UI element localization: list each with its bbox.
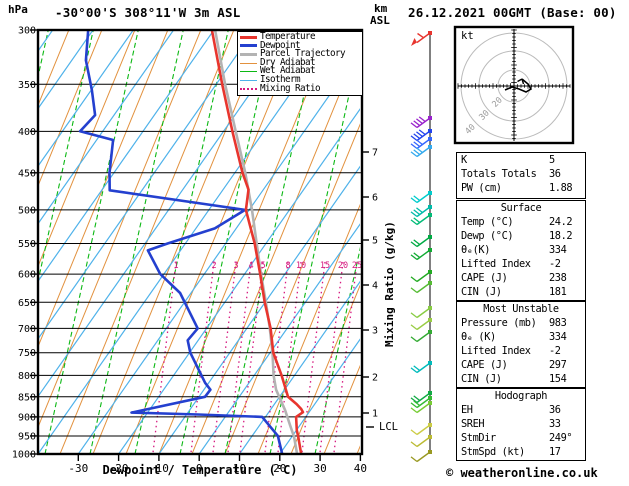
dry-adiabat-line-swatch <box>240 62 257 64</box>
svg-text:8: 8 <box>285 261 290 271</box>
svg-text:40: 40 <box>354 462 367 475</box>
svg-text:450: 450 <box>18 168 36 179</box>
svg-text:5: 5 <box>260 261 265 271</box>
svg-text:4: 4 <box>372 281 378 292</box>
table-row: Temp (°C) 24.2 <box>461 216 573 228</box>
svg-text:-30: -30 <box>68 462 88 475</box>
mixing-ratio-line-swatch <box>240 87 257 90</box>
table-row: θₑ (K) 334 <box>461 331 567 343</box>
svg-text:0: 0 <box>196 462 203 475</box>
svg-text:700: 700 <box>18 324 36 335</box>
hodograph-table: Hodograph EH 36 SREH 33 StmDir 249° StmSpd … <box>456 388 586 461</box>
table-title: Surface <box>500 202 542 214</box>
svg-text:30: 30 <box>313 462 326 475</box>
chart-title: -30°00'S 308°11'W 3m ASL <box>55 5 241 20</box>
legend-item: Parcel Trajectory <box>238 49 362 59</box>
table-row: StmSpd (kt) 17 <box>461 446 561 458</box>
lcl-label: LCL <box>379 421 398 433</box>
svg-text:7: 7 <box>372 148 378 159</box>
table-row: PW (cm) 1.88 <box>461 182 573 194</box>
table-row: CIN (J) 181 <box>461 286 567 298</box>
svg-text:3: 3 <box>233 261 238 271</box>
table-row: Lifted Index -2 <box>461 258 561 270</box>
isotherm-line-swatch <box>240 79 257 81</box>
svg-text:650: 650 <box>18 298 36 309</box>
legend-item: Temperature <box>238 32 362 42</box>
dewpoint-line-swatch <box>240 44 257 48</box>
svg-text:800: 800 <box>18 371 36 382</box>
svg-text:20: 20 <box>273 462 286 475</box>
svg-text:-20: -20 <box>109 462 129 475</box>
table-title: Most Unstable <box>483 303 559 315</box>
svg-text:2: 2 <box>211 261 216 271</box>
table-row: CAPE (J) 238 <box>461 272 567 284</box>
parcel-line-swatch <box>240 52 257 56</box>
hodograph-unit-label: kt <box>461 30 474 42</box>
mixing-ratio-axis-label: Mixing Ratio (g/kg) <box>383 221 396 347</box>
svg-text:300: 300 <box>18 26 36 37</box>
legend-item: Dewpoint <box>238 41 362 51</box>
table-row: Lifted Index -2 <box>461 345 561 357</box>
svg-text:15: 15 <box>320 261 330 271</box>
surface-table: Surface Temp (°C) 24.2 Dewp (°C) 18.2 θₑ(K… <box>456 200 586 301</box>
km-axis-label: km <box>374 2 388 15</box>
svg-text:950: 950 <box>18 431 36 442</box>
svg-text:6: 6 <box>372 193 378 204</box>
svg-text:5: 5 <box>372 236 378 247</box>
svg-text:600: 600 <box>18 270 36 281</box>
svg-text:1: 1 <box>173 261 178 271</box>
temperature-line-swatch <box>240 35 257 39</box>
table-row: CIN (J) 154 <box>461 373 567 385</box>
table-row: CAPE (J) 297 <box>461 359 567 371</box>
table-title: Hodograph <box>494 390 548 402</box>
svg-text:850: 850 <box>18 392 36 403</box>
svg-text:2: 2 <box>372 373 378 384</box>
svg-text:750: 750 <box>18 348 36 359</box>
svg-text:25: 25 <box>352 261 362 271</box>
wet-adiabat-line-swatch <box>240 71 257 73</box>
legend-item: Wet Adiabat <box>238 66 362 76</box>
svg-text:550: 550 <box>18 239 36 250</box>
svg-text:3: 3 <box>372 326 378 337</box>
svg-text:-10: -10 <box>149 462 169 475</box>
legend-box: Temperature Dewpoint Parcel Trajectory D… <box>237 31 363 96</box>
svg-text:900: 900 <box>18 412 36 423</box>
x-axis-label: Dewpoint / Temperature (°C) <box>102 463 298 477</box>
svg-text:350: 350 <box>18 80 36 91</box>
svg-text:20: 20 <box>338 261 348 271</box>
datetime-header: 26.12.2021 00GMT (Base: 00) <box>408 5 617 20</box>
table-row: SREH 33 <box>461 418 561 430</box>
table-row: StmDir 249° <box>461 432 573 444</box>
table-row: EH 36 <box>461 404 561 416</box>
svg-text:4: 4 <box>248 261 253 271</box>
table-row: Dewp (°C) 18.2 <box>461 230 573 242</box>
svg-text:400: 400 <box>18 127 36 138</box>
svg-text:1: 1 <box>372 409 378 420</box>
table-row: Pressure (mb) 983 <box>461 317 567 329</box>
legend-item: Dry Adiabat <box>238 58 362 68</box>
svg-text:500: 500 <box>18 205 36 216</box>
legend-item: Isotherm <box>238 75 362 85</box>
asl-axis-label: ASL <box>370 14 390 27</box>
svg-text:10: 10 <box>296 261 306 271</box>
credit-footer: © weatheronline.co.uk <box>446 466 598 480</box>
pressure-unit-label: hPa <box>8 3 28 16</box>
svg-text:1000: 1000 <box>12 450 36 461</box>
svg-text:10: 10 <box>233 462 246 475</box>
legend-item: Mixing Ratio <box>238 84 362 94</box>
table-row: θₑ(K) 334 <box>461 244 567 256</box>
most-unstable-table: Most Unstable Pressure (mb) 983 θₑ (K) 334… <box>456 301 586 388</box>
table-row: Totals Totals 36 <box>461 168 561 180</box>
